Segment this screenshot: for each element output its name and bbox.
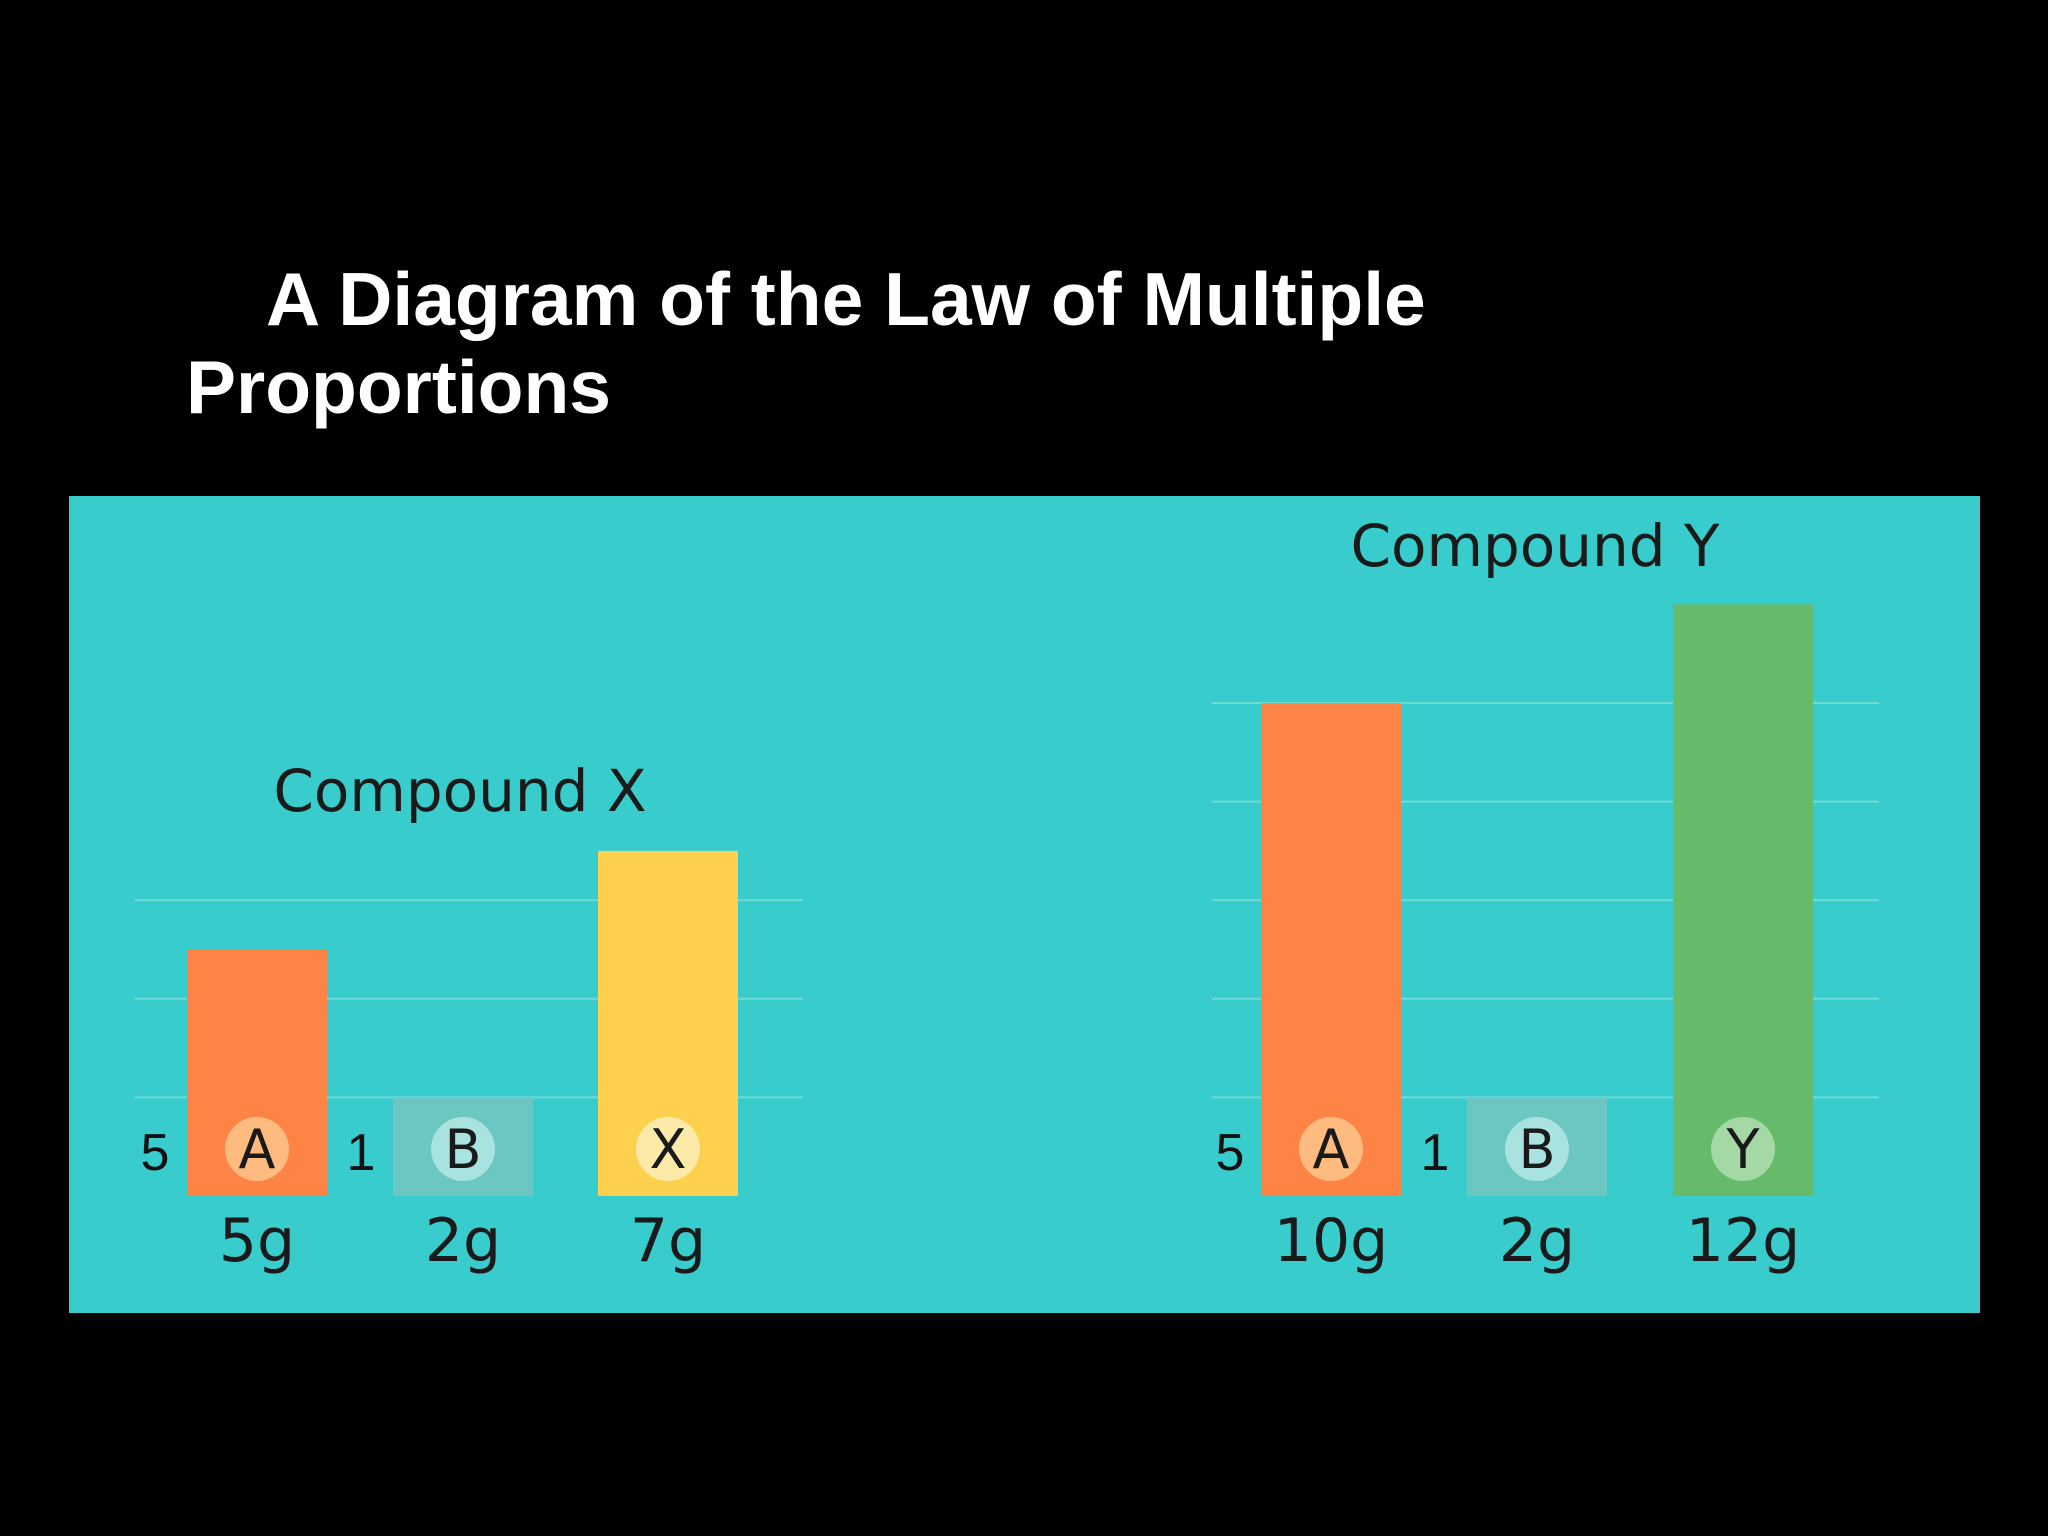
proportions-diagram: Compound X A 5g B 2g X 7g 5 1 Compound Y A 10g B 2g Y…: [135, 512, 1879, 1276]
compound-y-badge-b: [1505, 1117, 1569, 1181]
compound-y-badge-a: [1299, 1117, 1363, 1181]
compound-y-badge-label-a: A: [1313, 1118, 1350, 1181]
compound-x-ratio-label-1: 5: [141, 1124, 170, 1182]
compound-x-badge-a: [225, 1117, 289, 1181]
compound-y-chart: Compound Y A 10g B 2g Y 12g 5 1: [1212, 512, 1879, 1276]
compound-x-value-label-b: 2g: [425, 1206, 501, 1276]
slide-title: A Diagram of the Law of Multiple Proport…: [186, 255, 1586, 431]
compound-y-value-label-b: 2g: [1499, 1206, 1575, 1276]
compound-y-bar-y: [1673, 604, 1813, 1196]
compound-y-badge-label-y: Y: [1726, 1118, 1761, 1181]
compound-y-badge-label-b: B: [1518, 1118, 1555, 1181]
compound-y-bar-a: [1261, 703, 1401, 1196]
compound-x-value-label-a: 5g: [219, 1206, 295, 1276]
compound-x-badge-label-b: B: [444, 1118, 481, 1181]
compound-y-value-label-y: 12g: [1686, 1206, 1800, 1276]
compound-y-title: Compound Y: [1351, 512, 1721, 580]
compound-y-ratio-label-2: 1: [1421, 1124, 1450, 1182]
compound-y-ratio-label-1: 5: [1216, 1124, 1245, 1182]
compound-x-title: Compound X: [273, 757, 646, 825]
compound-x-badge-b: [431, 1117, 495, 1181]
compound-y-badge-y: [1711, 1117, 1775, 1181]
compound-x-value-label-x: 7g: [630, 1206, 706, 1276]
diagram-panel: Compound X A 5g B 2g X 7g 5 1 Compound Y A 10g B 2g Y…: [69, 496, 1980, 1313]
compound-x-badge-label-a: A: [239, 1118, 276, 1181]
slide-title-line-1: A Diagram of the Law of Multiple: [266, 257, 1426, 341]
compound-x-ratio-label-2: 1: [347, 1124, 376, 1182]
compound-x-badge-x: [636, 1117, 700, 1181]
slide-title-line-2: Proportions: [186, 345, 611, 429]
compound-y-value-label-a: 10g: [1274, 1206, 1388, 1276]
compound-x-badge-label-x: X: [650, 1118, 687, 1181]
compound-x-chart: Compound X A 5g B 2g X 7g 5 1: [135, 757, 803, 1276]
